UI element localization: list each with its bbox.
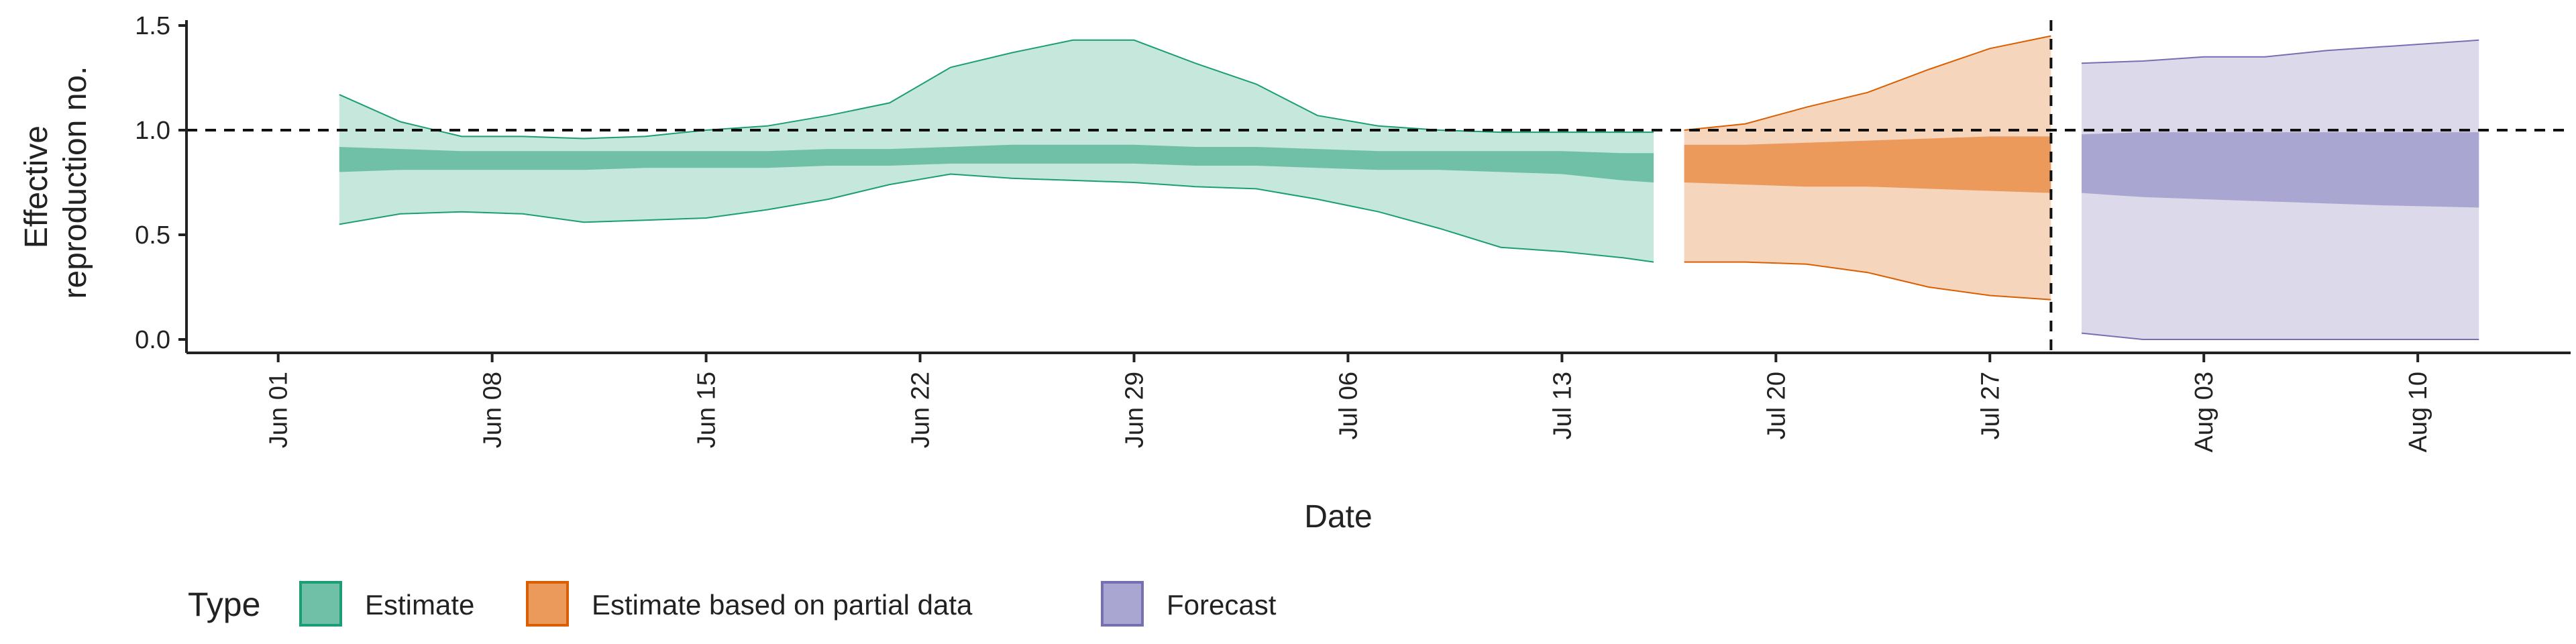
x-axis-title: Date [1304,499,1372,535]
series-0-inner-band [339,144,1654,182]
x-tick-label-2: Jun 15 [693,372,721,448]
x-tick-label-7: Jul 20 [1762,372,1790,439]
x-tick-label-3: Jun 22 [907,372,935,448]
x-tick-label-5: Jul 06 [1334,372,1362,439]
y-tick-label-2: 1.0 [135,117,170,145]
series-2-lower-edge [2081,332,2479,340]
series-2-inner-band [2082,132,2479,208]
legend-key-1 [526,581,569,627]
chart-bands [339,35,2479,340]
legend-label-1: Estimate based on partial data [592,589,973,621]
legend-key-2 [1101,581,1144,627]
legend: Type Estimate Estimate based on partial d… [188,581,1277,627]
y-tick-label-0: 0.0 [135,326,170,354]
series-0-lower-edge [339,173,1654,263]
y-ticks: 0.0 0.5 1.0 1.5 [135,12,186,354]
chart-axes [185,20,2571,354]
x-tick-label-4: Jun 29 [1120,372,1148,448]
x-tick-label-9: Aug 03 [2190,372,2218,452]
legend-label-0: Estimate [365,589,474,621]
legend-key-0 [299,581,342,627]
series-0-upper-edge [339,39,1654,140]
legend-label-2: Forecast [1167,589,1277,621]
y-axis-title-line-2: reproduction no. [58,66,93,299]
legend-title: Type [188,586,260,623]
x-tick-label-0: Jun 01 [265,372,293,448]
series-2-upper-edge [2081,39,2479,64]
x-tick-label-6: Jul 13 [1548,372,1576,439]
reference-lines [186,20,2571,353]
x-ticks: Jun 01 Jun 08 Jun 15 Jun 22 Jun 29 Jul 06 Jul … [265,353,2432,452]
x-tick-label-8: Jul 27 [1976,372,2004,439]
x-tick-label-10: Aug 10 [2404,372,2432,452]
series-1-upper-edge [1684,35,2051,131]
x-tick-label-1: Jun 08 [479,372,507,448]
series-1-lower-edge [1684,261,2051,301]
y-axis-title: Effective reproduction no. [19,66,93,299]
y-tick-label-1: 0.5 [135,221,170,250]
y-axis-title-line-1: Effective [19,125,54,248]
y-tick-label-3: 1.5 [135,12,170,40]
series-1-inner-band [1684,136,2051,193]
